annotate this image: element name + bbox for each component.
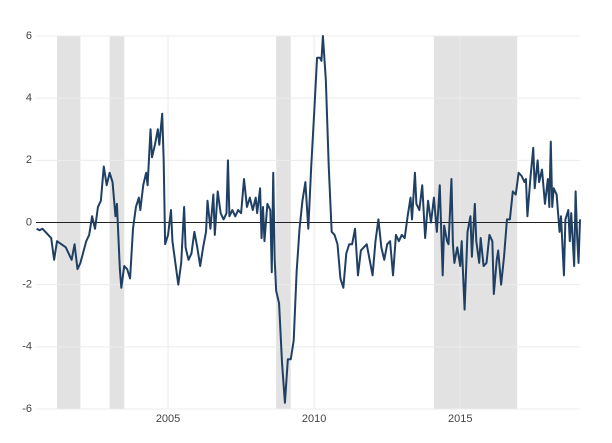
y-tick-label: 2 xyxy=(26,154,32,166)
y-tick-label: -2 xyxy=(22,279,32,291)
x-tick-label: 2010 xyxy=(302,413,326,425)
y-tick-label: 4 xyxy=(26,92,32,104)
y-tick-label: 6 xyxy=(26,30,32,42)
x-tick-label: 2005 xyxy=(156,413,180,425)
y-tick-label: 0 xyxy=(26,216,32,228)
data-line xyxy=(36,35,581,404)
y-tick-label: -6 xyxy=(22,403,32,415)
x-tick-label: 2015 xyxy=(448,413,472,425)
y-tick-label: -4 xyxy=(22,341,32,353)
